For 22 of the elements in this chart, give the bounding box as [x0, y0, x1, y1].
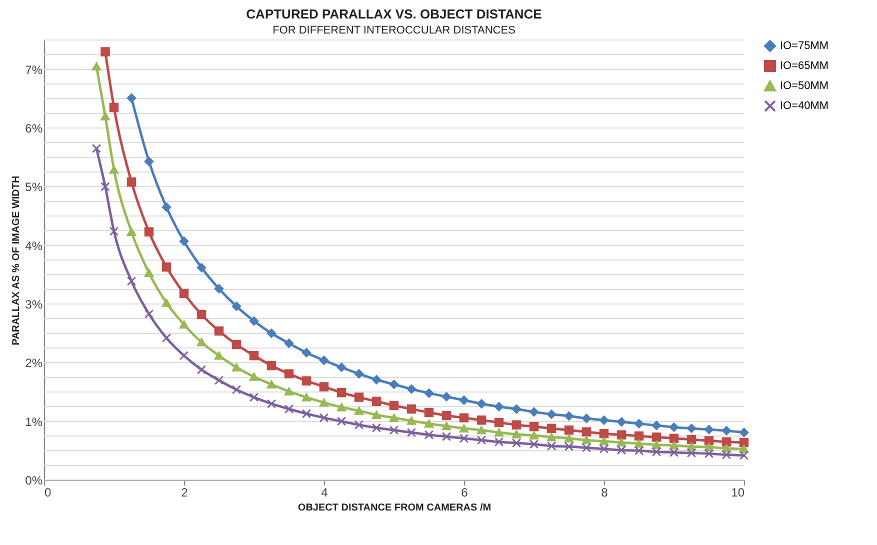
x-axis-title: OBJECT DISTANCE FROM CAMERAS /M — [298, 502, 492, 514]
y-tick-label: 1% — [25, 414, 43, 429]
x-tick-label: 8 — [601, 486, 608, 500]
y-tick-label: 3% — [25, 298, 43, 312]
y-tick-label: 2% — [25, 356, 43, 370]
chart-title: CAPTURED PARALLAX VS. OBJECT DISTANCE — [246, 6, 542, 22]
legend-label: IO=65MM — [780, 60, 829, 72]
legend-label: IO=40MM — [780, 100, 829, 112]
x-tick-label: 2 — [181, 486, 188, 500]
y-tick-label: 6% — [25, 122, 43, 136]
chart-subtitle: FOR DIFFERENT INTEROCCULAR DISTANCES — [272, 24, 516, 36]
y-tick-label: 4% — [25, 238, 43, 253]
x-tick-label: 0 — [44, 486, 52, 500]
y-tick-label: 7% — [25, 62, 43, 77]
x-tick-label: 4 — [321, 486, 328, 500]
x-tick-label: 10 — [731, 486, 745, 500]
legend-label: IO=50MM — [780, 80, 829, 92]
legend-label: IO=75MM — [780, 40, 829, 52]
x-tick-label: 6 — [461, 486, 468, 500]
y-axis-title: PARALLAX AS % OF IMAGE WIDTH — [11, 176, 22, 346]
y-tick-label: 0% — [25, 474, 43, 488]
y-tick-label: 5% — [25, 180, 43, 194]
